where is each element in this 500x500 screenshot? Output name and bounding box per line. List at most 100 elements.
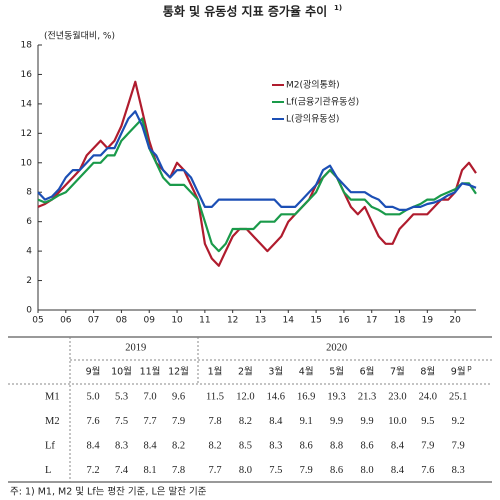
prelim-mark: p xyxy=(467,364,472,372)
table-cell: 8.2 xyxy=(172,440,185,451)
series-line xyxy=(37,80,477,267)
table-cell: 7.9 xyxy=(421,440,434,451)
table-cell: 12.0 xyxy=(236,391,254,402)
x-tick-label: 14 xyxy=(283,316,295,326)
table-cell: 8.4 xyxy=(86,440,100,451)
x-tick-label: 16 xyxy=(338,316,350,326)
x-tick-label: 13 xyxy=(255,316,266,326)
table-cell: 7.8 xyxy=(208,416,221,427)
table-cell: 8.4 xyxy=(269,416,283,427)
x-tick-label: 07 xyxy=(88,316,99,326)
x-tick-label: 08 xyxy=(116,316,128,326)
x-tick-label: 20 xyxy=(449,316,461,326)
table-cell: 19.3 xyxy=(327,391,345,402)
table-cell: 14.6 xyxy=(267,391,285,402)
table-cell: 10.0 xyxy=(388,416,406,427)
month-header: 8월 xyxy=(420,366,435,378)
table-cell: 7.2 xyxy=(86,465,99,476)
x-tick-label: 05 xyxy=(32,316,43,326)
footnote: 주: 1) M1, M2 및 Lf는 평잔 기준, L은 말잔 기준 xyxy=(10,486,207,498)
table-cell: 8.4 xyxy=(143,440,157,451)
table-cell: 7.7 xyxy=(143,416,156,427)
month-header: 11월 xyxy=(140,366,161,378)
table-cell: 8.0 xyxy=(239,465,252,476)
table-cell: 7.6 xyxy=(86,416,99,427)
table-cell: 9.9 xyxy=(360,416,373,427)
x-tick-label: 06 xyxy=(60,316,72,326)
chart-title: 통화 및 유동성 지표 증가율 추이 xyxy=(163,4,327,19)
table-cell: 8.4 xyxy=(391,440,405,451)
year-header: 2020 xyxy=(326,342,347,353)
table-cell: 21.3 xyxy=(358,391,376,402)
month-header: 6월 xyxy=(360,366,375,378)
table-cell: 7.9 xyxy=(172,416,185,427)
table-cell: 8.2 xyxy=(208,440,221,451)
month-header: 7월 xyxy=(390,366,405,378)
table-cell: 8.6 xyxy=(360,440,373,451)
table-cell: 8.2 xyxy=(239,416,252,427)
table-cell: 9.1 xyxy=(300,416,313,427)
month-header: 9월 xyxy=(451,366,466,378)
series-line xyxy=(37,117,477,253)
table-cell: 7.5 xyxy=(115,416,128,427)
month-header: 3월 xyxy=(268,366,283,378)
table-cell: 9.2 xyxy=(452,416,465,427)
y-tick-label: 16 xyxy=(21,70,33,80)
row-label: M2 xyxy=(45,416,60,427)
year-header: 2019 xyxy=(125,342,146,353)
y-tick-label: 2 xyxy=(26,276,32,286)
table-cell: 8.5 xyxy=(239,440,252,451)
table-cell: 9.5 xyxy=(421,416,434,427)
y-label: (전년동월대비, %) xyxy=(44,30,115,42)
table-cell: 5.0 xyxy=(86,391,99,402)
row-label: Lf xyxy=(45,440,55,451)
table-cell: 8.3 xyxy=(115,440,128,451)
table-cell: 7.8 xyxy=(172,465,185,476)
table-cell: 7.9 xyxy=(300,465,313,476)
table-cell: 8.0 xyxy=(360,465,373,476)
table-cell: 7.4 xyxy=(115,465,129,476)
x-tick-label: 10 xyxy=(171,316,183,326)
month-header: 4월 xyxy=(299,366,314,378)
x-tick-label: 19 xyxy=(422,316,434,326)
legend-label: M2(광의통화) xyxy=(286,79,340,91)
table-cell: 7.7 xyxy=(208,465,221,476)
legend-label: L(광의유동성) xyxy=(286,113,339,125)
x-tick-label: 12 xyxy=(227,316,238,326)
month-header: 2월 xyxy=(238,366,253,378)
series-line xyxy=(37,110,477,211)
x-tick-label: 09 xyxy=(144,316,156,326)
table-cell: 8.6 xyxy=(300,440,313,451)
table-cell: 9.9 xyxy=(330,416,343,427)
y-tick-label: 10 xyxy=(21,158,33,168)
table-cell: 7.0 xyxy=(143,391,156,402)
month-header: 10월 xyxy=(111,366,132,378)
y-tick-label: 12 xyxy=(21,129,32,139)
row-label: M1 xyxy=(45,391,60,402)
x-tick-label: 17 xyxy=(366,316,377,326)
table-cell: 8.3 xyxy=(269,440,282,451)
table-cell: 8.8 xyxy=(330,440,343,451)
table-cell: 7.6 xyxy=(421,465,434,476)
y-tick-label: 18 xyxy=(21,41,33,51)
table-cell: 5.3 xyxy=(115,391,128,402)
table-cell: 16.9 xyxy=(297,391,315,402)
table-cell: 8.4 xyxy=(391,465,405,476)
table-cell: 24.0 xyxy=(419,391,437,402)
y-tick-label: 6 xyxy=(26,217,32,227)
x-tick-label: 11 xyxy=(199,316,210,326)
month-header: 5월 xyxy=(329,366,344,378)
y-tick-label: 8 xyxy=(26,188,32,198)
x-tick-label: 15 xyxy=(310,316,321,326)
table-cell: 11.5 xyxy=(206,391,224,402)
table-cell: 25.1 xyxy=(449,391,467,402)
row-label: L xyxy=(45,465,51,476)
y-tick-label: 0 xyxy=(26,306,32,316)
table-cell: 8.1 xyxy=(143,465,156,476)
month-header: 12월 xyxy=(168,366,189,378)
table-cell: 7.9 xyxy=(452,440,465,451)
title-note: 1) xyxy=(334,4,342,12)
month-header: 1월 xyxy=(208,366,223,378)
y-tick-label: 4 xyxy=(26,247,32,257)
